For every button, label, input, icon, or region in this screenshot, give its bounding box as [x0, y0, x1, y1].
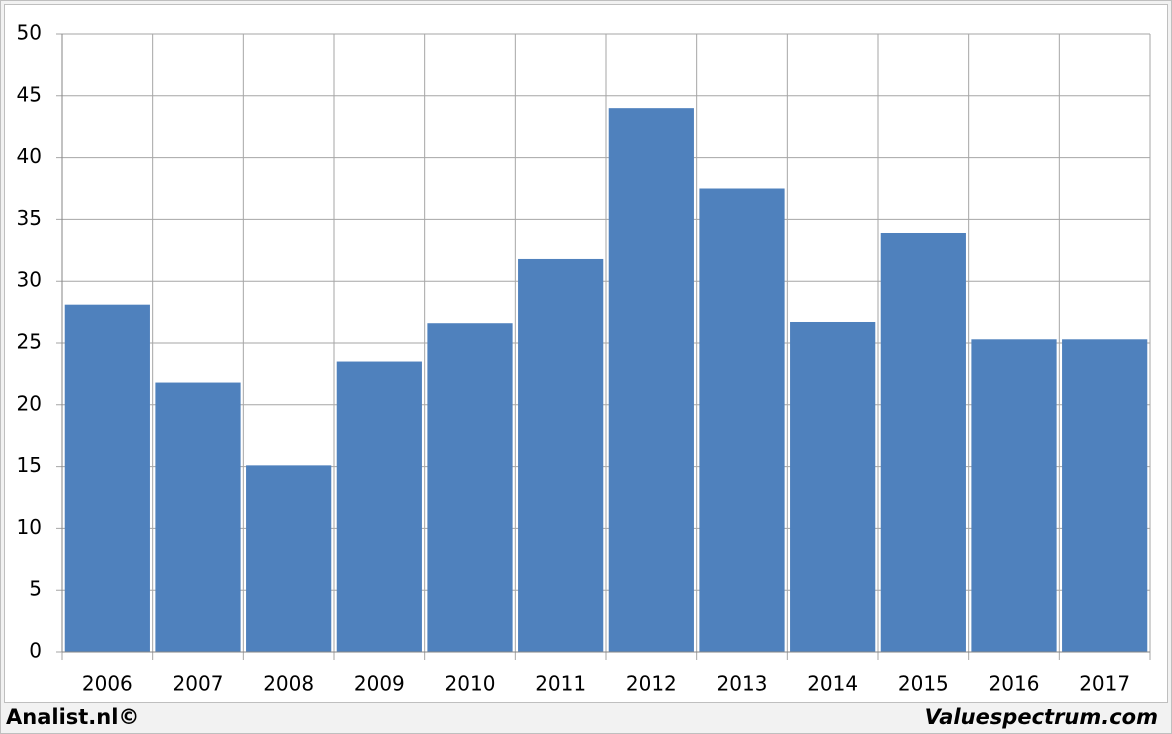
y-tick-label: 5 [29, 577, 42, 601]
x-tick-label: 2013 [717, 672, 768, 696]
x-tick-label: 2011 [535, 672, 586, 696]
y-tick-label: 10 [17, 515, 42, 539]
y-tick-label: 25 [17, 330, 42, 354]
bar [64, 304, 150, 652]
bar [699, 188, 785, 652]
y-tick-label: 30 [17, 268, 42, 292]
x-tick-label: 2006 [82, 672, 133, 696]
y-tick-label: 45 [17, 82, 42, 106]
bar [880, 232, 966, 652]
x-tick-label: 2014 [807, 672, 858, 696]
y-tick-label: 50 [17, 21, 42, 45]
bar [608, 108, 694, 652]
bar [336, 361, 422, 652]
x-tick-label: 2015 [898, 672, 949, 696]
y-tick-label: 40 [17, 144, 42, 168]
bar [790, 321, 876, 652]
bar [971, 339, 1057, 652]
source-right: Valuespectrum.com [925, 705, 1158, 729]
x-tick-label: 2010 [445, 672, 496, 696]
x-tick-label: 2007 [173, 672, 224, 696]
x-tick-label: 2016 [989, 672, 1040, 696]
y-tick-label: 20 [17, 391, 42, 415]
x-tick-label: 2012 [626, 672, 677, 696]
bar [246, 465, 332, 652]
y-tick-label: 0 [29, 639, 42, 663]
y-tick-label: 35 [17, 206, 42, 230]
x-tick-label: 2008 [263, 672, 314, 696]
bar [155, 382, 241, 652]
source-left: Analist.nl© [6, 705, 139, 729]
bar [518, 258, 604, 652]
bar [427, 323, 513, 652]
x-tick-label: 2017 [1079, 672, 1130, 696]
y-tick-label: 15 [17, 453, 42, 477]
bar [1062, 339, 1148, 652]
x-tick-label: 2009 [354, 672, 405, 696]
